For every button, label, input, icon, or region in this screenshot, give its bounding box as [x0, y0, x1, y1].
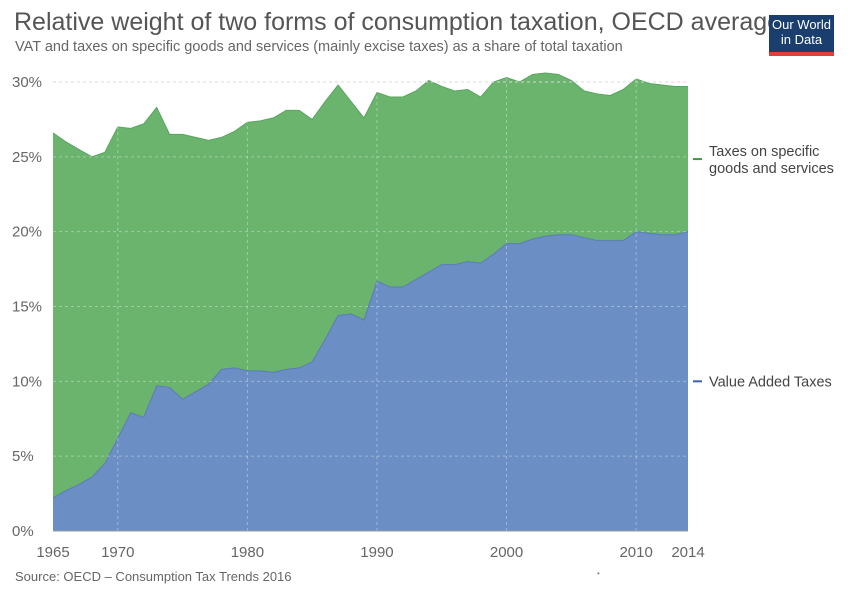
x-tick-label: 2000 — [490, 544, 523, 561]
y-tick-label: 30% — [12, 74, 42, 91]
legend-label: Taxes on specific — [709, 144, 819, 160]
series-line-1 — [52, 72, 688, 158]
legend-label: Value Added Taxes — [709, 374, 832, 390]
chart-title: Relative weight of two forms of consumpt… — [14, 8, 782, 36]
x-tick-label: 1980 — [231, 544, 264, 561]
y-tick-label: 10% — [12, 373, 42, 390]
y-tick-label: 25% — [12, 149, 42, 166]
area-series-0 — [53, 231, 688, 531]
y-tick-label: 20% — [12, 224, 42, 241]
footer-dot: • — [597, 569, 600, 578]
x-tick-label: 1970 — [101, 544, 134, 561]
chart-subtitle: VAT and taxes on specific goods and serv… — [15, 39, 623, 55]
series-line-0 — [52, 231, 689, 499]
y-tick-label: 5% — [12, 448, 34, 465]
owid-logo[interactable]: Our World in Data — [769, 15, 834, 56]
logo-line-1: Our World — [772, 17, 831, 32]
source-note: Source: OECD – Consumption Tax Trends 20… — [15, 569, 292, 584]
logo-line-2: in Data — [780, 32, 823, 47]
y-tick-label: 15% — [12, 299, 42, 316]
x-tick-label: 2010 — [619, 544, 652, 561]
x-tick-label: 1990 — [360, 544, 393, 561]
legend-label-line2: goods and services — [709, 161, 834, 177]
y-tick-label: 0% — [12, 523, 34, 540]
x-tick-label: 1965 — [36, 544, 69, 561]
x-tick-label: 2014 — [671, 544, 704, 561]
area-series-1 — [53, 73, 688, 499]
